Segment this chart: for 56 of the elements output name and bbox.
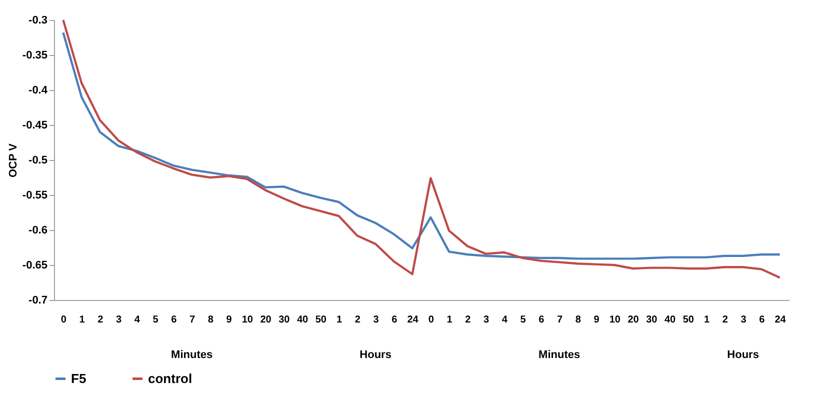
y-tick-label: -0.65 [22, 260, 48, 272]
y-axis-title: OCP V [7, 142, 20, 178]
x-tick-label: 2 [465, 314, 472, 326]
x-tick-label: 9 [226, 314, 232, 326]
x-tick-label: 5 [152, 314, 159, 326]
text: Hours [360, 349, 392, 361]
y-tick-label: -0.35 [22, 50, 48, 62]
x-tick-label: 1 [79, 314, 86, 326]
x-tick-label: 30 [278, 314, 290, 326]
x-tick-label: 8 [575, 314, 582, 326]
y-tick-label: -0.55 [22, 190, 48, 202]
y-tick-label: -0.4 [28, 84, 48, 96]
x-tick-label: 2 [722, 314, 728, 326]
x-tick-label: 30 [646, 314, 658, 326]
x-tick-label: 8 [208, 314, 214, 326]
x-tick-label: 7 [557, 314, 564, 326]
x-tick-label: 7 [190, 314, 196, 326]
x-tick-label: 24 [407, 314, 419, 326]
y-tick-label: -0.3 [28, 14, 48, 26]
y-tick-label: -0.7 [28, 294, 48, 306]
x-tick-label: 6 [171, 314, 178, 326]
text: Minutes [171, 349, 213, 361]
x-tick-label: 3 [740, 314, 747, 326]
x-tick-label: 1 [336, 314, 343, 326]
x-tick-label: 40 [297, 314, 309, 326]
x-tick-label: 50 [682, 314, 694, 326]
x-tick-label: 24 [774, 314, 786, 326]
x-tick-label: 4 [502, 314, 508, 326]
x-tick-label: 0 [60, 314, 67, 326]
x-tick-label: 3 [373, 314, 380, 326]
x-tick-label: 20 [260, 314, 272, 326]
y-tick-label: -0.6 [28, 224, 48, 236]
x-tick-label: 4 [134, 314, 140, 326]
x-tick-label: 50 [315, 314, 327, 326]
x-tick-label: 0 [428, 314, 434, 326]
x-tick-label: 5 [520, 314, 526, 326]
x-tick-label: 2 [354, 314, 361, 326]
text: Hours [727, 349, 759, 361]
x-tick-label: 40 [664, 314, 676, 326]
text: Minutes [538, 349, 580, 361]
x-tick-label: 6 [759, 314, 766, 326]
x-tick-label: 1 [704, 314, 710, 326]
x-tick-label: 20 [628, 314, 640, 326]
x-tick-label: 6 [392, 314, 398, 326]
x-tick-label: 2 [98, 314, 104, 326]
legend-label: control [148, 370, 192, 386]
x-tick-label: 10 [242, 314, 254, 326]
x-tick-label: 1 [446, 314, 453, 326]
x-tick-label: 10 [609, 314, 621, 326]
y-tick-label: -0.5 [28, 154, 48, 166]
x-tick-label: 6 [538, 314, 545, 326]
legend-label: F5 [71, 370, 86, 386]
x-tick-label: 3 [116, 314, 122, 326]
x-tick-label: 9 [594, 314, 600, 326]
x-tick-label: 3 [484, 314, 490, 326]
y-tick-label: -0.45 [22, 120, 48, 132]
